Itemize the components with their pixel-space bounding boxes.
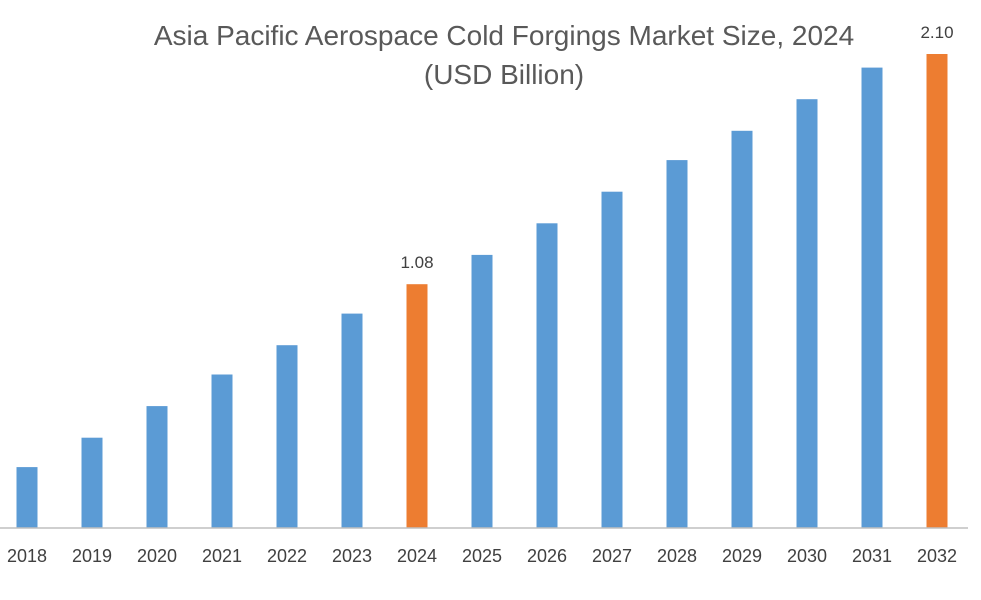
bar-2018 xyxy=(16,467,38,528)
bar-2025 xyxy=(471,254,493,528)
bar-2026 xyxy=(536,223,558,529)
bar-2019 xyxy=(81,437,103,528)
chart-subtitle: (USD Billion) xyxy=(424,59,584,90)
bar-2027 xyxy=(601,191,623,528)
bar-2023 xyxy=(341,313,363,528)
bar-2021 xyxy=(211,374,233,528)
x-tick-label-2022: 2022 xyxy=(267,546,307,566)
x-tick-label-2020: 2020 xyxy=(137,546,177,566)
x-tick-label-2026: 2026 xyxy=(527,546,567,566)
x-tick-label-2025: 2025 xyxy=(462,546,502,566)
x-tick-labels-group: 2018 2019 2020 2021 2022 2023 2024 2025 2026 2027… xyxy=(7,546,957,566)
x-tick-label-2027: 2027 xyxy=(592,546,632,566)
x-tick-label-2024: 2024 xyxy=(397,546,437,566)
chart-title: Asia Pacific Aerospace Cold Forgings Mar… xyxy=(154,20,854,51)
x-tick-label-2019: 2019 xyxy=(72,546,112,566)
bar-2024 xyxy=(406,284,428,528)
x-tick-label-2023: 2023 xyxy=(332,546,372,566)
x-tick-label-2032: 2032 xyxy=(917,546,957,566)
bar-2031 xyxy=(861,67,883,528)
x-tick-label-2030: 2030 xyxy=(787,546,827,566)
bar-2032 xyxy=(926,54,948,528)
x-tick-label-2028: 2028 xyxy=(657,546,697,566)
bar-2022 xyxy=(276,345,298,528)
bar-2020 xyxy=(146,406,168,528)
x-tick-label-2018: 2018 xyxy=(7,546,47,566)
bar-2030 xyxy=(796,99,818,528)
bar-2029 xyxy=(731,130,753,529)
x-tick-label-2031: 2031 xyxy=(852,546,892,566)
data-labels-group: 1.08 2.10 xyxy=(400,23,953,272)
data-label-2024: 1.08 xyxy=(400,253,433,272)
data-label-2032: 2.10 xyxy=(920,23,953,42)
bar-2028 xyxy=(666,160,688,528)
x-tick-label-2029: 2029 xyxy=(722,546,762,566)
bars-group xyxy=(16,54,948,529)
x-tick-label-2021: 2021 xyxy=(202,546,242,566)
